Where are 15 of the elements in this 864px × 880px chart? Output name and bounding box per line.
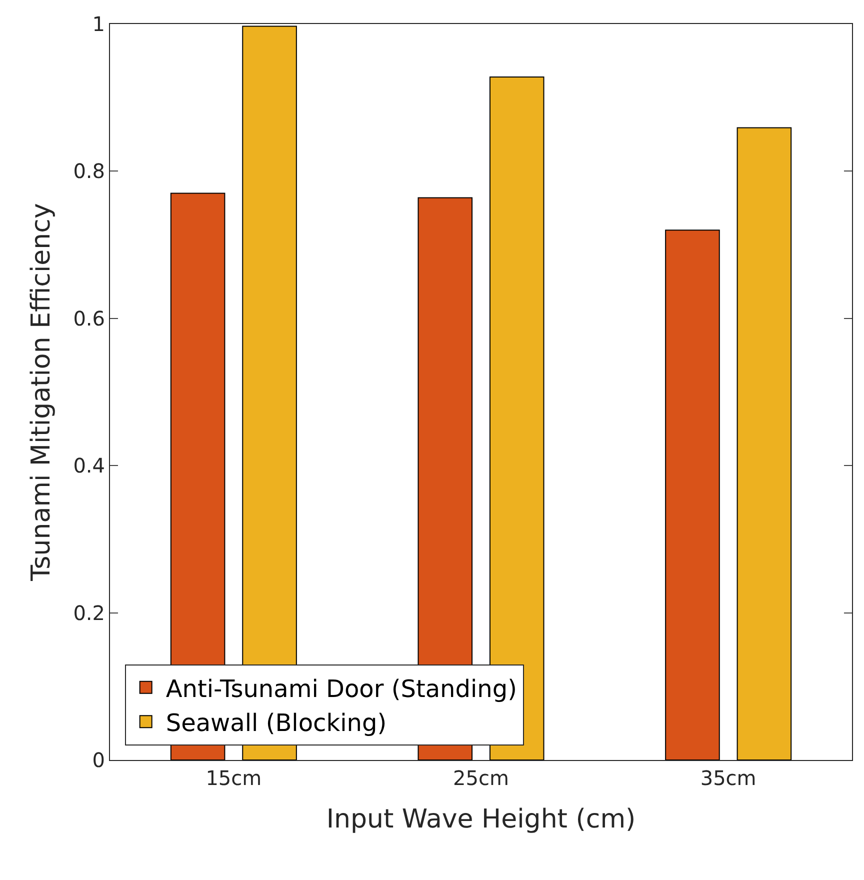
x-axis-title: Input Wave Height (cm) [326, 804, 636, 835]
y-tick-label: 0 [92, 748, 105, 772]
y-tick-label: 0.6 [73, 306, 105, 330]
y-tick-label: 1 [92, 12, 105, 36]
y-axis-title: Tsunami Mitigation Efficiency [26, 203, 57, 582]
legend-label: Anti-Tsunami Door (Standing) [166, 674, 517, 703]
bar [665, 230, 720, 760]
x-tick-label: 25cm [453, 766, 509, 790]
bar [736, 127, 792, 760]
x-tick-label: 15cm [206, 766, 262, 790]
y-tick-label: 0.4 [73, 454, 105, 478]
y-tick-label: 0.8 [73, 159, 105, 184]
y-tick-label: 0.2 [73, 600, 105, 625]
legend-label: Seawall (Blocking) [166, 708, 387, 737]
x-tick-label: 35cm [700, 766, 756, 790]
